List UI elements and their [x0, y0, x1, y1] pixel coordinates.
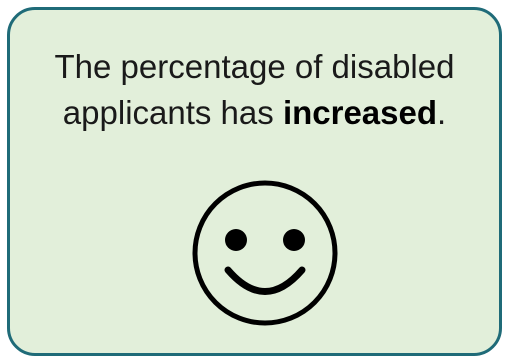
message-emphasis: increased: [282, 94, 438, 131]
message-text-before: The percentage of disabled applicants ha…: [54, 48, 455, 131]
message-text: The percentage of disabled applicants ha…: [10, 44, 499, 136]
message-card: The percentage of disabled applicants ha…: [7, 7, 502, 356]
smiley-face-icon: [192, 180, 338, 326]
message-text-after: .: [437, 94, 447, 131]
